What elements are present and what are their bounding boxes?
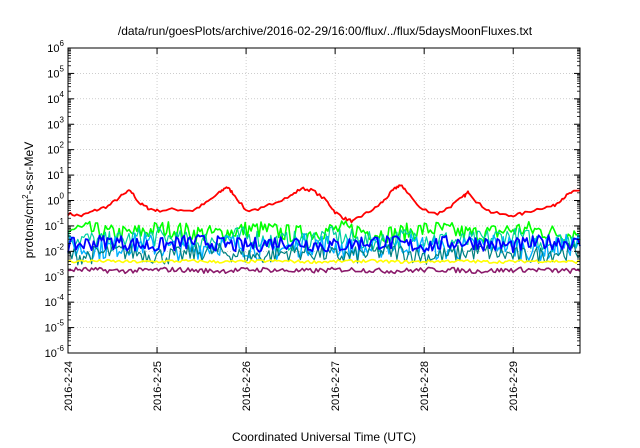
y-tick-label: 10-5 bbox=[45, 319, 65, 335]
y-tick-label: 105 bbox=[47, 64, 64, 80]
y-tick-exponent: 2 bbox=[60, 141, 65, 150]
y-tick-exponent: 5 bbox=[60, 64, 65, 73]
y-axis-label-sup: 2 bbox=[21, 194, 30, 199]
y-tick-label: 10-4 bbox=[45, 293, 65, 309]
series-line-1 bbox=[67, 220, 581, 244]
y-tick-base: 10 bbox=[47, 170, 59, 182]
y-tick-label: 10-3 bbox=[45, 268, 65, 284]
y-tick-exponent: -2 bbox=[57, 242, 65, 251]
y-tick-exponent: -4 bbox=[57, 293, 65, 302]
y-axis-label-pre: protons/cm bbox=[22, 199, 36, 258]
x-axis-label: Coordinated Universal Time (UTC) bbox=[232, 430, 416, 444]
series-lines bbox=[67, 184, 581, 275]
y-tick-label: 10-1 bbox=[45, 217, 65, 233]
series-line-7 bbox=[67, 266, 581, 275]
y-tick-base: 10 bbox=[47, 196, 59, 208]
y-tick-label: 103 bbox=[47, 115, 64, 131]
y-tick-exponent: -1 bbox=[57, 217, 65, 226]
chart-title: /data/run/goesPlots/archive/2016-02-29/1… bbox=[118, 24, 533, 38]
y-tick-exponent: 6 bbox=[60, 39, 65, 48]
series-line-5 bbox=[67, 234, 581, 254]
y-tick-label: 106 bbox=[47, 39, 64, 55]
y-tick-base: 10 bbox=[47, 94, 59, 106]
x-tick-label: 2016-2-27 bbox=[330, 361, 342, 411]
y-tick-label: 10-6 bbox=[45, 344, 65, 360]
y-tick-label: 10-2 bbox=[45, 242, 65, 258]
x-tick-label: 2016-2-26 bbox=[241, 361, 253, 411]
y-tick-label: 100 bbox=[47, 192, 64, 208]
y-tick-exponent: 4 bbox=[60, 90, 65, 99]
y-axis-label-post: -s-sr-MeV bbox=[22, 142, 36, 195]
y-tick-base: 10 bbox=[45, 348, 57, 360]
y-tick-exponent: 0 bbox=[60, 192, 65, 201]
y-tick-base: 10 bbox=[47, 119, 59, 131]
x-tick-label: 2016-2-28 bbox=[419, 361, 431, 411]
y-tick-label: 104 bbox=[47, 90, 64, 106]
y-tick-base: 10 bbox=[45, 297, 57, 309]
y-tick-exponent: 1 bbox=[60, 166, 65, 175]
y-tick-labels: 10-610-510-410-310-210-11001011021031041… bbox=[45, 39, 65, 360]
y-tick-exponent: -5 bbox=[57, 319, 65, 328]
tick-marks bbox=[67, 47, 580, 354]
series-line-0 bbox=[67, 184, 581, 224]
y-tick-label: 101 bbox=[47, 166, 64, 182]
y-tick-exponent: 3 bbox=[60, 115, 65, 124]
grid-lines bbox=[67, 48, 580, 353]
y-tick-exponent: -3 bbox=[57, 268, 65, 277]
y-tick-base: 10 bbox=[47, 43, 59, 55]
series-line-6 bbox=[67, 258, 581, 265]
y-axis-label: protons/cm2-s-sr-MeV bbox=[21, 142, 36, 258]
y-tick-exponent: -6 bbox=[57, 344, 65, 353]
y-tick-base: 10 bbox=[45, 246, 57, 258]
y-tick-label: 102 bbox=[47, 141, 64, 157]
x-tick-label: 2016-2-29 bbox=[508, 361, 520, 411]
x-tick-label: 2016-2-24 bbox=[63, 361, 75, 411]
x-tick-label: 2016-2-25 bbox=[152, 361, 164, 411]
series-line-2 bbox=[67, 226, 581, 253]
y-tick-base: 10 bbox=[45, 323, 57, 335]
y-tick-base: 10 bbox=[45, 221, 57, 233]
y-tick-base: 10 bbox=[45, 272, 57, 284]
y-tick-base: 10 bbox=[47, 145, 59, 157]
x-tick-labels: 2016-2-24 2016-2-25 2016-2-26 2016-2-27 2016… bbox=[63, 361, 520, 411]
y-tick-base: 10 bbox=[47, 68, 59, 80]
